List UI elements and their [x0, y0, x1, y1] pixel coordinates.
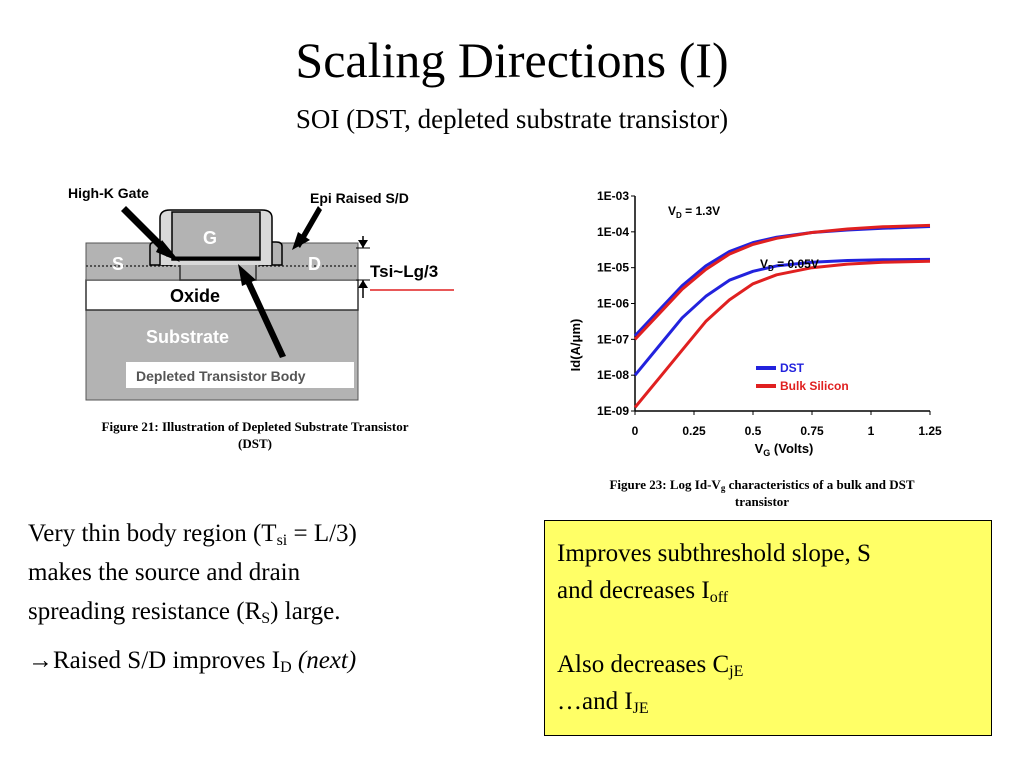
high-k-arrow	[121, 206, 172, 257]
figure-21-caption: Figure 21: Illustration of Depleted Subs…	[101, 419, 409, 451]
arrow-icon: →	[28, 647, 53, 674]
body-text: Very thin body region (Tsi = L/3) makes …	[28, 514, 508, 680]
high-k-gate-label: High-K Gate	[68, 185, 149, 201]
highlight-box: Improves subthreshold slope, S and decre…	[544, 520, 992, 736]
chart-xlabel: VG (Volts)	[755, 441, 814, 458]
y-tick-label: 1E-05	[597, 261, 629, 275]
y-tick-label: 1E-07	[597, 332, 629, 346]
x-tick-label: 1	[868, 424, 875, 438]
depleted-body-label: Depleted Transistor Body	[136, 368, 306, 384]
slide-title: Scaling Directions (I)	[295, 32, 729, 88]
series-line-2	[633, 257, 931, 377]
y-tick-label: 1E-03	[597, 189, 629, 203]
tsi-label: Tsi~Lg/3	[370, 262, 438, 281]
y-tick-label: 1E-06	[597, 297, 629, 311]
paragraph-2: →Raised S/D improves ID (next)	[28, 647, 357, 676]
oxide-label: Oxide	[170, 286, 220, 306]
source-label: S	[112, 254, 124, 274]
figure-23-caption: Figure 23: Log Id-Vg characteristics of …	[609, 477, 915, 509]
legend-dst-label: DST	[780, 361, 805, 375]
x-tick-label: 0	[632, 424, 639, 438]
gate	[171, 211, 261, 261]
x-tick-label: 1.25	[918, 424, 942, 438]
vd-high-annotation: VD = 1.3V	[668, 204, 720, 220]
id-vg-chart: 1E-03 1E-04 1E-05 1E-06 1E-07 1E-08 1E-090 0.25…	[568, 189, 942, 458]
series-line-1	[633, 223, 931, 341]
y-tick-label: 1E-04	[597, 225, 629, 239]
slide-subtitle: SOI (DST, depleted substrate transistor)	[295, 104, 729, 134]
depleted-body-arrow	[244, 278, 286, 358]
substrate-label: Substrate	[146, 327, 229, 347]
dst-cross-section-figure: High-K Gate Epi Raised S/D G S D Tsi~Lg/…	[68, 185, 454, 401]
oxide-layer	[85, 279, 359, 311]
y-tick-label: 1E-09	[597, 404, 629, 418]
chart-ylabel: Id(A/μm)	[568, 319, 583, 372]
y-tick-label: 1E-08	[597, 368, 629, 382]
x-tick-label: 0.25	[682, 424, 706, 438]
gate-label: G	[203, 228, 217, 248]
x-tick-label: 0.5	[745, 424, 762, 438]
vd-low-annotation: VD = 0.05V	[760, 257, 819, 273]
series-line-3	[633, 259, 931, 409]
epi-raised-label: Epi Raised S/D	[310, 190, 409, 206]
drain-label: D	[308, 254, 321, 274]
legend-bulk-label: Bulk Silicon	[780, 379, 849, 393]
x-tick-label: 0.75	[800, 424, 824, 438]
paragraph-1: Very thin body region (Tsi = L/3) makes …	[28, 520, 357, 627]
